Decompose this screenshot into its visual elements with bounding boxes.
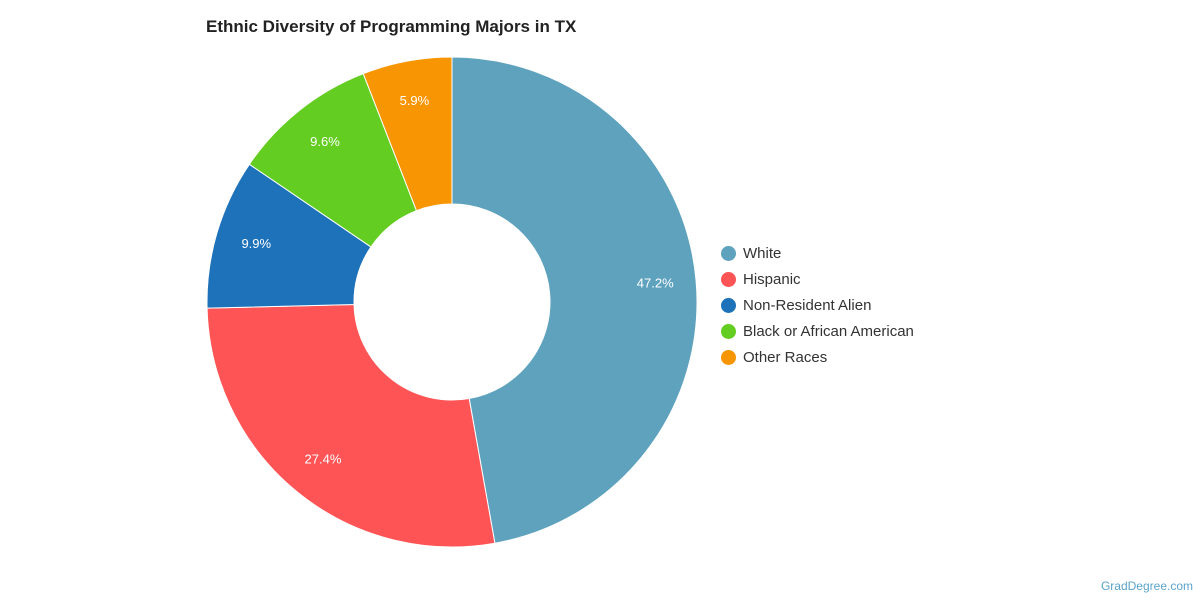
slice-hispanic[interactable] <box>206 303 496 548</box>
legend-label: White <box>743 244 782 262</box>
value-label-white: 47.2% <box>637 276 674 291</box>
legend-label: Black or African American <box>743 322 914 340</box>
legend-item-non-resident-alien[interactable]: Non-Resident Alien <box>721 292 914 318</box>
legend-item-white[interactable]: White <box>721 240 914 266</box>
chart-title: Ethnic Diversity of Programming Majors i… <box>206 17 577 36</box>
value-label-black-or-african-american: 9.6% <box>310 134 340 149</box>
legend-label: Other Races <box>743 348 828 366</box>
legend-swatch-black-or-african-american <box>721 323 736 339</box>
value-label-non-resident-alien: 9.9% <box>241 236 271 251</box>
legend-item-black-or-african-american[interactable]: Black or African American <box>721 318 914 344</box>
donut-slices <box>206 56 698 548</box>
legend-swatch-other-races <box>721 349 736 365</box>
slice-other-races[interactable] <box>362 56 453 212</box>
legend-swatch-non-resident-alien <box>721 297 736 313</box>
value-label-other-races: 5.9% <box>400 93 430 108</box>
legend-item-other-races[interactable]: Other Races <box>721 344 914 370</box>
legend-label: Hispanic <box>743 270 801 288</box>
slice-white[interactable] <box>451 56 698 544</box>
legend-swatch-white <box>721 245 736 261</box>
legend-item-hispanic[interactable]: Hispanic <box>721 266 914 292</box>
donut-value-labels: 47.2% 27.4% 9.9% 9.6% 5.9% <box>241 93 674 467</box>
value-label-hispanic: 27.4% <box>305 451 342 466</box>
chart-legend: White Hispanic Non-Resident Alien Black … <box>721 240 914 370</box>
source-watermark[interactable]: GradDegree.com <box>1100 579 1193 593</box>
legend-label: Non-Resident Alien <box>743 296 872 314</box>
legend-swatch-hispanic <box>721 271 736 287</box>
